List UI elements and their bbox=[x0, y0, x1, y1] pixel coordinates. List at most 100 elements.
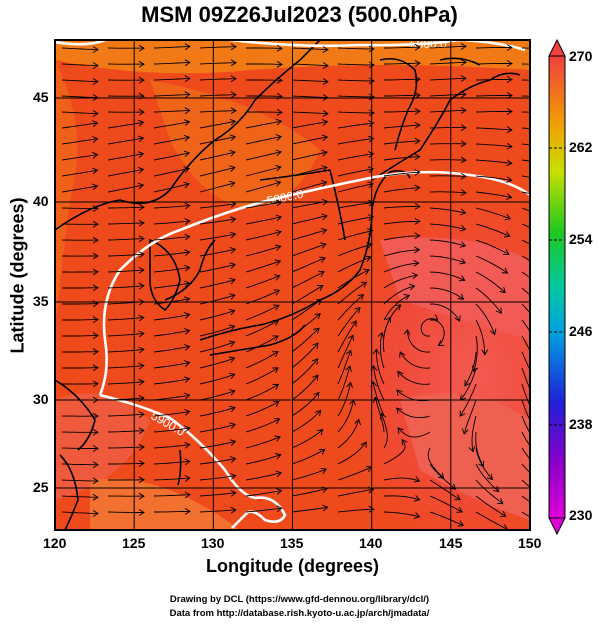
streamline bbox=[429, 303, 460, 322]
streamline-arrowhead bbox=[183, 166, 191, 173]
streamline bbox=[337, 47, 374, 50]
streamline bbox=[199, 440, 236, 449]
streamline bbox=[427, 447, 445, 479]
streamline-arrowhead bbox=[503, 249, 510, 256]
streamline-arrowhead bbox=[275, 164, 282, 172]
streamline-arrowhead bbox=[275, 229, 282, 237]
streamline-arrowhead bbox=[396, 389, 403, 396]
streamline bbox=[153, 494, 191, 497]
streamline-arrowhead bbox=[345, 349, 353, 357]
streamline-arrowhead bbox=[272, 351, 279, 358]
streamline bbox=[107, 317, 144, 321]
streamline bbox=[61, 185, 98, 193]
streamline-arrowhead bbox=[138, 362, 145, 370]
streamline bbox=[61, 169, 98, 177]
streamline-arrowhead bbox=[276, 44, 283, 52]
streamline bbox=[337, 335, 354, 369]
streamline-arrowhead bbox=[506, 44, 513, 51]
streamline-arrowhead bbox=[228, 308, 236, 316]
colorbar-tick-label: 238 bbox=[569, 416, 593, 432]
streamline bbox=[199, 264, 236, 273]
streamline-arrowhead bbox=[138, 282, 145, 290]
streamline-arrowhead bbox=[273, 400, 280, 407]
streamline-arrowhead bbox=[460, 107, 467, 114]
streamline-arrowhead bbox=[543, 307, 549, 313]
streamline-arrowhead bbox=[273, 418, 281, 425]
streamline-arrowhead bbox=[397, 370, 404, 378]
streamline bbox=[107, 381, 144, 385]
streamline-arrowhead bbox=[92, 348, 99, 356]
streamline-arrowhead bbox=[274, 435, 281, 442]
streamline-arrowhead bbox=[431, 314, 439, 321]
streamline bbox=[407, 329, 431, 353]
streamline bbox=[199, 310, 235, 321]
streamline bbox=[291, 392, 320, 417]
streamline-arrowhead bbox=[532, 427, 537, 433]
streamline bbox=[475, 95, 512, 97]
streamline-arrowhead bbox=[275, 149, 282, 157]
streamline bbox=[199, 279, 236, 289]
streamline-arrowhead bbox=[184, 91, 191, 99]
streamline bbox=[475, 111, 512, 113]
streamline-arrowhead bbox=[403, 328, 411, 336]
streamline-arrowhead bbox=[138, 60, 145, 68]
streamline bbox=[379, 332, 385, 369]
streamline bbox=[383, 274, 418, 289]
streamline-arrowhead bbox=[137, 151, 145, 158]
streamline-arrowhead bbox=[322, 504, 329, 512]
streamline bbox=[61, 111, 99, 115]
streamline bbox=[383, 124, 420, 129]
streamline-arrowhead bbox=[138, 411, 145, 418]
streamline bbox=[399, 351, 431, 369]
streamline-arrowhead bbox=[364, 255, 372, 262]
streamline bbox=[383, 156, 420, 161]
streamline-arrowhead bbox=[184, 280, 191, 288]
streamline-arrowhead bbox=[228, 340, 236, 347]
temperature-field: 5800.0 5800.0 5900.0 bbox=[55, 40, 549, 530]
streamline bbox=[61, 138, 98, 145]
streamline bbox=[475, 303, 496, 335]
streamline bbox=[291, 468, 327, 481]
streamline bbox=[107, 285, 144, 289]
streamline-arrowhead bbox=[458, 275, 466, 282]
streamline bbox=[108, 462, 145, 465]
streamline bbox=[246, 79, 283, 81]
streamline bbox=[337, 399, 354, 433]
streamline-arrowhead bbox=[184, 264, 191, 272]
streamline-arrowhead bbox=[537, 344, 542, 350]
streamline bbox=[420, 318, 438, 337]
x-tick-label: 140 bbox=[359, 535, 383, 551]
streamline-arrowhead bbox=[272, 383, 280, 390]
streamline-arrowhead bbox=[183, 376, 191, 383]
streamline-arrowhead bbox=[354, 418, 361, 426]
streamline-arrowhead bbox=[454, 315, 461, 322]
streamline-arrowhead bbox=[414, 169, 421, 176]
streamline bbox=[521, 463, 530, 474]
streamline-arrowhead bbox=[368, 109, 375, 117]
streamline-arrowhead bbox=[414, 107, 421, 115]
streamline-arrowhead bbox=[92, 284, 99, 292]
streamline-arrowhead bbox=[92, 62, 99, 69]
streamline bbox=[291, 111, 329, 115]
y-tick-label: 40 bbox=[33, 193, 49, 209]
colorbar-tick-label: 254 bbox=[569, 231, 593, 247]
streamline bbox=[521, 399, 530, 422]
streamline bbox=[471, 415, 477, 452]
streamline-arrowhead bbox=[320, 467, 328, 475]
streamline-arrowhead bbox=[505, 193, 513, 200]
streamline-arrowhead bbox=[92, 316, 99, 324]
streamline bbox=[475, 191, 512, 198]
streamline-arrowhead bbox=[138, 509, 145, 516]
streamline-arrowhead bbox=[478, 460, 485, 468]
streamline bbox=[61, 95, 99, 99]
streamline bbox=[61, 63, 99, 67]
streamline bbox=[245, 490, 282, 497]
streamline-arrowhead bbox=[461, 428, 469, 435]
streamline-arrowhead bbox=[230, 43, 237, 51]
streamline bbox=[199, 78, 236, 81]
streamline bbox=[475, 495, 506, 517]
streamline bbox=[475, 159, 512, 164]
streamline-arrowhead bbox=[379, 412, 387, 420]
streamline bbox=[199, 458, 236, 465]
streamline bbox=[153, 329, 190, 337]
